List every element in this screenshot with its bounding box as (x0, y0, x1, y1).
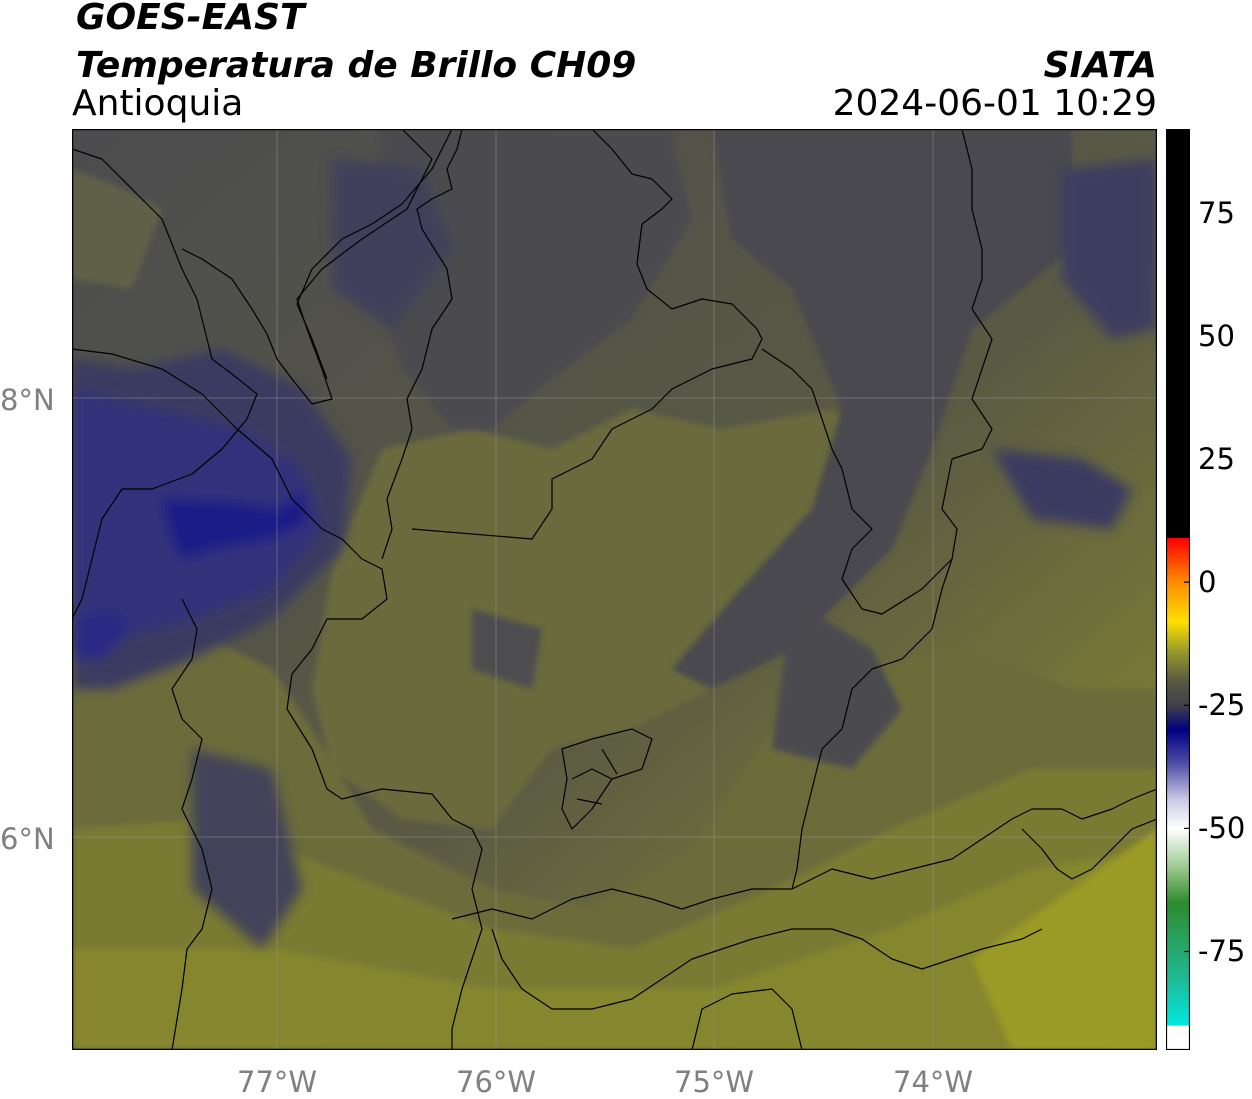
coastline-panama (181, 129, 433, 405)
lon-tick-76: 76°W (456, 1065, 537, 1099)
boundary-magdalena-river (791, 558, 953, 890)
brightness-temperature-map (72, 129, 1157, 1050)
cold-cloud-regions (72, 159, 1157, 949)
organization-label: SIATA (1043, 45, 1157, 86)
boundary-antioquia-east (761, 129, 993, 615)
boundary-antioquia-north (381, 129, 463, 560)
boundary-choco (171, 598, 213, 1050)
colorbar-tick-label: 0 (1198, 565, 1217, 600)
colorbar-tick-label: -25 (1198, 688, 1246, 723)
map-frame (72, 129, 1157, 1050)
datetime-label: 2024-06-01 10:29 (832, 83, 1157, 124)
administrative-boundaries (72, 129, 1157, 1050)
lon-tick-74: 74°W (893, 1065, 974, 1099)
boundary-cordoba-south (411, 129, 763, 540)
colorbar-tick-label: 25 (1198, 441, 1235, 476)
region-label: Antioquia (72, 83, 244, 124)
lon-tick-77: 77°W (237, 1065, 318, 1099)
boundary-west (72, 348, 483, 1050)
lat-tick-8: 8°N (0, 383, 55, 417)
colorbar-tick-label: 75 (1198, 195, 1235, 230)
boundary-aburra-internal (571, 748, 618, 805)
colorbar-tick-label: -50 (1198, 811, 1246, 846)
colorbar-tick-label: 50 (1198, 318, 1235, 353)
colorbar-tick-label: -75 (1198, 934, 1246, 969)
colorbar-fill (1166, 129, 1190, 1050)
colorbar-frame (1166, 129, 1190, 1050)
boundary-caldas-north (451, 788, 1157, 920)
coastline-uraba (72, 148, 258, 620)
coastline-panama-inner (296, 129, 453, 380)
satellite-title: GOES-EAST (76, 0, 305, 38)
boundary-caldas-internal (491, 928, 1043, 1010)
boundary-risaralda (691, 988, 803, 1050)
product-title: Temperatura de Brillo CH09 (76, 45, 637, 86)
temperature-colorbar (1166, 129, 1190, 1050)
gray-regions (372, 129, 1072, 769)
boundary-east-river (1021, 818, 1157, 880)
lon-tick-75: 75°W (674, 1065, 755, 1099)
lat-tick-6: 6°N (0, 822, 55, 856)
gridlines (72, 129, 1157, 1050)
